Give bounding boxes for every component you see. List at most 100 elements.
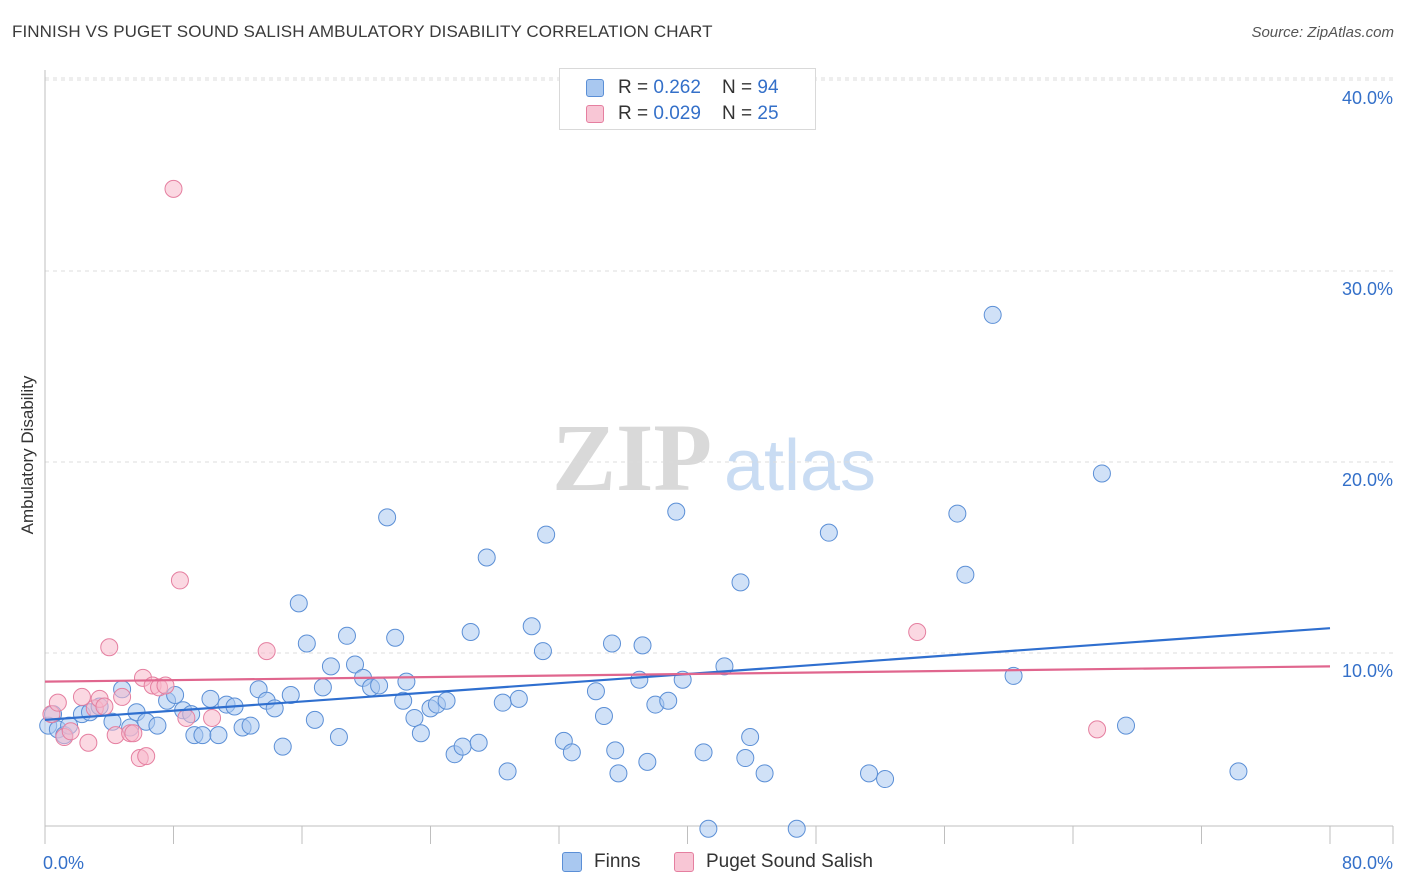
watermark-atlas: atlas	[724, 426, 876, 506]
finns-point	[209, 726, 228, 745]
finns-point	[741, 728, 760, 747]
finns-point	[346, 655, 365, 674]
finns-point	[594, 707, 613, 726]
salish-point	[124, 724, 143, 743]
stats-legend: R = 0.262 N = 94 R = 0.029 N = 25	[559, 68, 816, 130]
watermark-zip: ZIP	[552, 404, 712, 511]
finns-point	[755, 764, 774, 783]
legend-r-value: 0.029	[653, 103, 701, 124]
salish-point	[113, 687, 132, 706]
legend-r-label: R =	[618, 103, 654, 124]
finns-point	[606, 741, 625, 760]
finns-point	[562, 743, 581, 762]
finns-point	[694, 743, 713, 762]
finns-point	[586, 682, 605, 701]
finns-point	[498, 762, 517, 781]
finns-point	[948, 504, 967, 523]
legend-r-value: 0.262	[653, 77, 701, 98]
finns-point	[537, 525, 556, 544]
trend-lines	[44, 627, 1331, 721]
salish-point	[170, 571, 189, 590]
finns-point	[437, 691, 456, 710]
legend-label-finns: Finns	[594, 851, 641, 872]
salish-point	[61, 722, 80, 741]
y-tick-label: 40.0%	[1342, 88, 1393, 108]
finns-point	[956, 565, 975, 584]
tick-labels: 10.0% 20.0% 30.0% 40.0% 0.0% 80.0%	[43, 88, 1393, 873]
salish-point	[177, 708, 196, 727]
salish-point	[48, 693, 67, 712]
salish-swatch	[586, 105, 604, 123]
finns-point	[522, 617, 541, 636]
y-tick-label: 20.0%	[1342, 470, 1393, 490]
x-tick-label: 80.0%	[1342, 853, 1393, 873]
finns-point	[603, 634, 622, 653]
finns-point	[289, 594, 308, 613]
legend-n-value: 25	[757, 103, 779, 124]
finns-point	[1004, 666, 1023, 685]
finns-point	[699, 819, 718, 838]
finns-point	[305, 710, 324, 729]
salish-point	[79, 733, 98, 752]
finns-point	[405, 708, 424, 727]
salish-trend-line	[44, 665, 1331, 683]
finns-swatch	[562, 852, 582, 872]
salish-point	[203, 708, 222, 727]
salish-swatch	[674, 852, 694, 872]
finns-point	[638, 752, 657, 771]
finns-point	[201, 689, 220, 708]
salish-point	[908, 622, 927, 641]
finns-swatch	[586, 79, 604, 97]
y-tick-label: 30.0%	[1342, 279, 1393, 299]
finns-point	[659, 691, 678, 710]
finns-point	[787, 819, 806, 838]
finns-point	[731, 573, 750, 592]
finns-point	[736, 749, 755, 768]
legend-item-finns[interactable]: Finns	[562, 851, 640, 873]
finns-point	[148, 716, 167, 735]
source-label: Source: ZipAtlas.com	[1251, 24, 1394, 41]
finns-point	[509, 689, 528, 708]
finns-point	[370, 676, 389, 695]
finns-point	[1229, 762, 1248, 781]
salish-point	[95, 697, 114, 716]
finns-point	[453, 737, 472, 756]
salish-point	[1088, 720, 1107, 739]
finns-point	[281, 686, 300, 705]
finns-point	[860, 764, 879, 783]
finns-point	[609, 764, 628, 783]
salish-point	[164, 179, 183, 198]
chart-title: FINNISH VS PUGET SOUND SALISH AMBULATORY…	[12, 22, 713, 41]
finns-point	[394, 691, 413, 710]
finns-point	[321, 657, 340, 676]
legend-n-label: N =	[722, 77, 758, 98]
finns-point	[397, 672, 416, 691]
gridlines	[45, 77, 1393, 654]
finns-point	[411, 724, 430, 743]
finns-point	[469, 733, 488, 752]
finns-point	[193, 726, 212, 745]
legend-item-salish[interactable]: Puget Sound Salish	[674, 851, 873, 873]
salish-point	[100, 638, 119, 657]
legend-n-value: 94	[757, 77, 779, 98]
x-tick-label: 0.0%	[43, 853, 84, 873]
finns-point	[1092, 464, 1111, 483]
series-legend: Finns Puget Sound Salish	[0, 851, 1406, 877]
finns-point	[273, 737, 292, 756]
finns-point	[667, 502, 686, 521]
legend-r-label: R =	[618, 77, 654, 98]
finns-point	[378, 508, 397, 527]
data-points	[39, 179, 1248, 838]
finns-point	[1117, 716, 1136, 735]
salish-point	[137, 747, 156, 766]
finns-point	[329, 728, 348, 747]
watermark: ZIP atlas	[552, 404, 876, 511]
finns-point	[493, 693, 512, 712]
finns-point	[876, 770, 895, 789]
finns-point	[297, 634, 316, 653]
salish-point	[257, 642, 276, 661]
finns-point	[386, 628, 405, 647]
finns-point	[983, 305, 1002, 324]
legend-label-salish: Puget Sound Salish	[706, 851, 873, 872]
finns-point	[477, 548, 496, 567]
